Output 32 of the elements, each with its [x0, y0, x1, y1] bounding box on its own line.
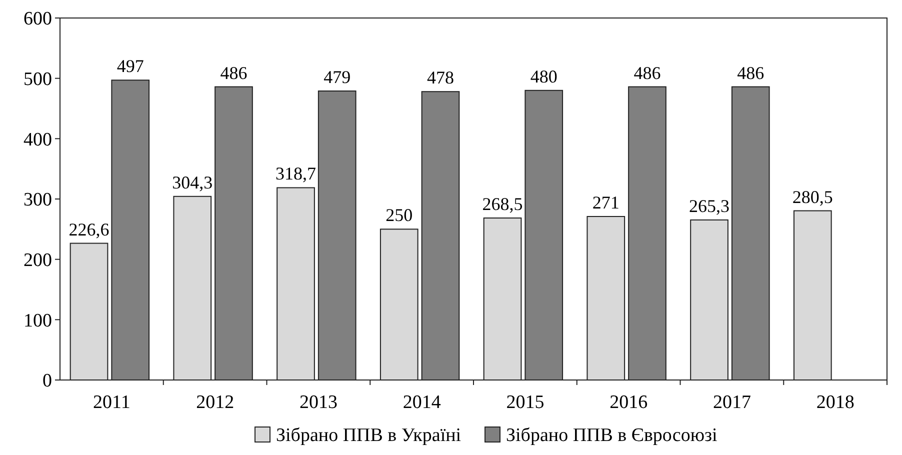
- data-label: 268,5: [482, 194, 523, 214]
- x-tick-label: 2017: [712, 392, 751, 413]
- y-tick-label: 600: [24, 8, 52, 30]
- x-tick-label: 2013: [299, 392, 338, 413]
- y-tick-label: 400: [24, 129, 52, 150]
- data-label: 486: [220, 62, 248, 83]
- data-label: 304,3: [172, 172, 213, 192]
- x-tick-label: 2018: [816, 392, 854, 413]
- data-label: 226,6: [68, 219, 110, 240]
- data-label: 497: [116, 56, 144, 76]
- data-label: 486: [737, 62, 764, 83]
- data-label: 478: [426, 68, 454, 88]
- y-tick-label: 100: [24, 310, 52, 332]
- x-tick-label: 2011: [93, 392, 130, 413]
- y-tick-label: 0: [42, 370, 52, 392]
- x-tick-label: 2015: [506, 392, 544, 413]
- y-tick-label: 200: [24, 250, 52, 271]
- x-tick-label: 2016: [610, 392, 648, 413]
- data-label: 479: [324, 67, 351, 88]
- data-label: 318,7: [276, 164, 316, 184]
- x-tick-label: 2012: [196, 392, 234, 413]
- data-label: 280,5: [792, 186, 833, 207]
- y-tick-label: 300: [24, 190, 52, 211]
- data-label: 271: [592, 192, 620, 212]
- data-label: 480: [530, 66, 558, 86]
- data-label: 265,3: [689, 196, 730, 216]
- x-tick-label: 2014: [402, 392, 442, 413]
- y-tick-label: 500: [24, 68, 52, 90]
- data-label: 250: [386, 205, 413, 226]
- legend-label: Зібрано ППВ в Україні: [276, 425, 462, 446]
- legend-label: Зібрано ППВ в Євросоюзі: [506, 425, 718, 446]
- data-label: 486: [634, 62, 661, 83]
